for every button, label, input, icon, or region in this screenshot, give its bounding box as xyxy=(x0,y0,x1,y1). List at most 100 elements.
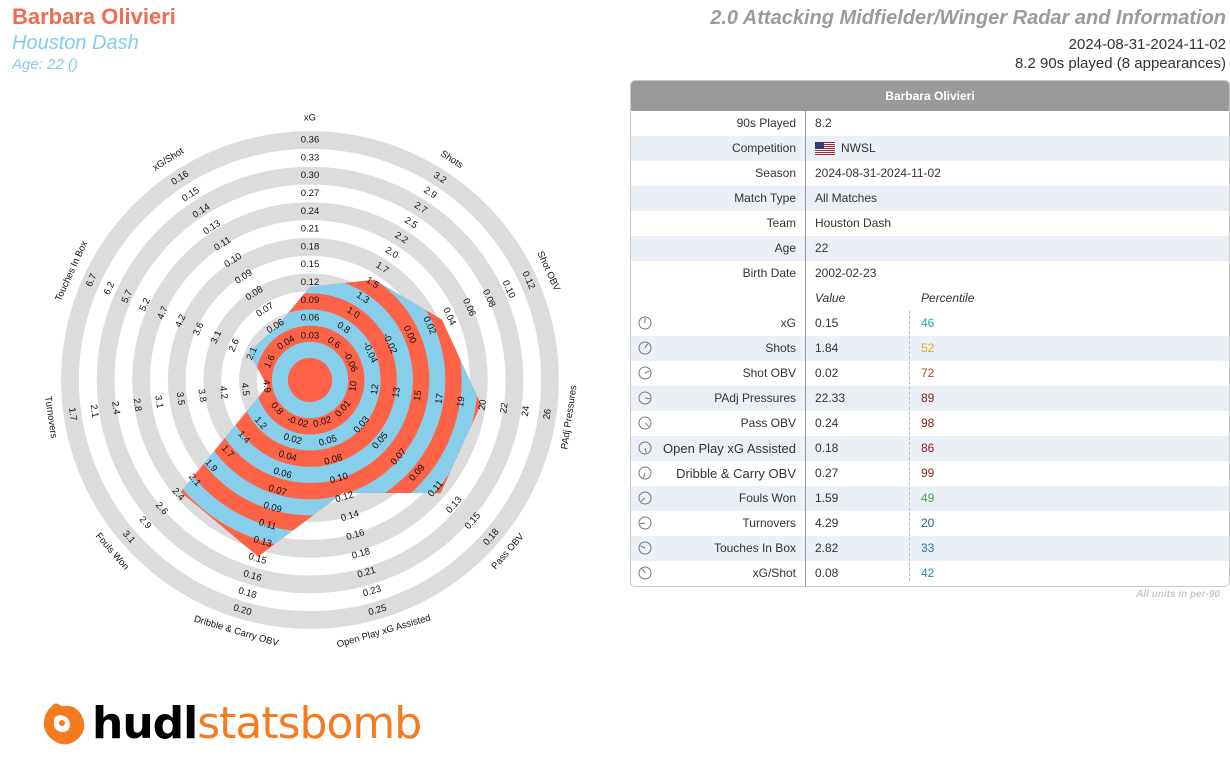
tick-label: 4.7 xyxy=(155,305,170,322)
tick-label: 12 xyxy=(369,383,381,395)
stat-percentile: 46 xyxy=(921,316,935,330)
tick-label: 2.1 xyxy=(244,345,259,362)
tick-label: 3.1 xyxy=(209,329,224,346)
tick-label: 2.5 xyxy=(402,215,419,231)
info-value: Houston Dash xyxy=(815,216,892,230)
stat-value: 1.59 xyxy=(815,491,839,505)
stat-label: Shot OBV xyxy=(742,366,796,380)
stat-label: Turnovers xyxy=(742,516,796,530)
info-row: Birth Date 2002-02-23 xyxy=(631,261,1229,286)
tick-label: 2.6 xyxy=(227,337,242,354)
ring xyxy=(61,131,559,629)
stat-label: PAdj Pressures xyxy=(714,391,796,405)
percentile-header: Percentile xyxy=(921,291,975,305)
axis-label: xG xyxy=(304,113,316,124)
gauge-icon xyxy=(638,566,652,580)
stat-value: 0.15 xyxy=(815,316,839,330)
info-rows: 90s Played 8.2 Competition NWSL Season 2024-0… xyxy=(631,111,1229,286)
stat-row: Shots 1.84 52 xyxy=(631,336,1229,361)
tick-label: 0.15 xyxy=(301,259,320,270)
tick-label: 0.06 xyxy=(301,313,320,324)
statsbomb-logo-icon xyxy=(43,703,85,745)
tick-label: 0.24 xyxy=(301,206,320,217)
stat-header-row: Value Percentile xyxy=(631,286,1229,311)
info-value: 22 xyxy=(815,241,829,255)
stat-row: Turnovers 4.29 20 xyxy=(631,511,1229,536)
stat-percentile: 86 xyxy=(921,441,935,455)
info-label: 90s Played xyxy=(736,116,796,130)
tick-label: 10 xyxy=(347,380,359,392)
tick-label: 0.21 xyxy=(301,224,320,235)
info-value: 2024-08-31-2024-11-02 xyxy=(815,166,941,180)
stat-label: Open Play xG Assisted xyxy=(663,441,796,456)
stat-label: Shots xyxy=(765,341,796,355)
tick-label: 19 xyxy=(455,396,467,408)
tick-label: 0.13 xyxy=(252,534,273,550)
tick-label: 5.7 xyxy=(120,288,135,305)
brand-wordmark: hudlstatsbomb xyxy=(92,696,422,752)
stat-label: xG xyxy=(780,316,796,330)
stat-value: 0.27 xyxy=(815,466,839,480)
info-table: Barbara Olivieri 90s Played 8.2 Competitio… xyxy=(630,80,1230,587)
info-label: Birth Date xyxy=(742,266,796,280)
tick-label: 2.1 xyxy=(88,404,101,419)
tick-label: 0.18 xyxy=(351,546,372,562)
tick-label: 0.27 xyxy=(301,188,320,199)
player-name: Barbara Olivieri xyxy=(12,4,176,29)
stat-row: Pass OBV 0.24 98 xyxy=(631,411,1229,436)
gauge-icon xyxy=(638,366,652,380)
tick-label: 4.9 xyxy=(260,379,273,394)
tick-label: 15 xyxy=(412,390,424,402)
stat-row: PAdj Pressures 22.33 89 xyxy=(631,386,1229,411)
tick-label: 0.15 xyxy=(247,551,268,567)
tick-label: 1.7 xyxy=(66,407,79,422)
info-value: All Matches xyxy=(815,191,878,205)
gauge-icon xyxy=(638,341,652,355)
gauge-icon xyxy=(638,516,652,530)
competition-text: NWSL xyxy=(841,141,876,155)
tick-label: 4.5 xyxy=(238,382,251,397)
tick-label: 0.36 xyxy=(301,135,320,146)
stat-percentile: 52 xyxy=(921,341,935,355)
ring xyxy=(96,166,524,594)
value-header: Value xyxy=(815,291,846,305)
tick-label: 5.2 xyxy=(137,296,152,313)
info-label: Competition xyxy=(731,141,796,155)
tick-label: 0.09 xyxy=(301,295,320,306)
us-flag-icon xyxy=(815,142,835,156)
stat-percentile: 49 xyxy=(921,491,935,505)
gauge-icon xyxy=(638,416,652,430)
stat-value: 4.29 xyxy=(815,516,839,530)
units-note: All units in per-90 xyxy=(1136,589,1220,600)
radar-chart: 0.03 0.06 0.09 0.12 0.15 0.18 0.21 0.24 0.27 0.30… xyxy=(42,113,579,651)
tick-label: 2.9 xyxy=(422,185,439,201)
column-divider xyxy=(805,111,806,586)
info-row: Competition NWSL xyxy=(631,136,1229,161)
tick-label: 0.30 xyxy=(301,170,320,181)
tick-label: 13 xyxy=(391,386,403,398)
tick-label: 0.11 xyxy=(257,517,277,533)
info-label: Match Type xyxy=(734,191,796,205)
gauge-icon xyxy=(638,491,652,505)
tick-label: 3.5 xyxy=(174,391,187,406)
stat-percentile: 89 xyxy=(921,391,935,405)
tick-label: 1.6 xyxy=(262,353,277,370)
stat-row: Fouls Won 1.59 49 xyxy=(631,486,1229,511)
info-row: Team Houston Dash xyxy=(631,211,1229,236)
tick-label: 6.7 xyxy=(84,272,99,289)
tick-label: 0.12 xyxy=(334,490,355,506)
tick-label: 0.10 xyxy=(329,471,350,487)
stat-label: Dribble & Carry OBV xyxy=(676,466,796,481)
tick-label: 0.16 xyxy=(242,568,263,584)
stat-row: Dribble & Carry OBV 0.27 99 xyxy=(631,461,1229,486)
date-range: 2024-08-31-2024-11-02 xyxy=(1068,36,1226,53)
tick-label: 4.2 xyxy=(217,385,230,400)
played-line: 8.2 90s played (8 appearances) xyxy=(1015,55,1226,72)
tick-label: 0.16 xyxy=(345,527,366,543)
tick-label: 24 xyxy=(520,405,532,417)
percentile-divider xyxy=(909,311,910,581)
report-title: 2.0 Attacking Midfielder/Winger Radar an… xyxy=(710,7,1226,29)
tick-label: 0.18 xyxy=(301,241,320,252)
stat-value: 1.84 xyxy=(815,341,839,355)
stat-row: xG/Shot 0.08 42 xyxy=(631,561,1229,586)
